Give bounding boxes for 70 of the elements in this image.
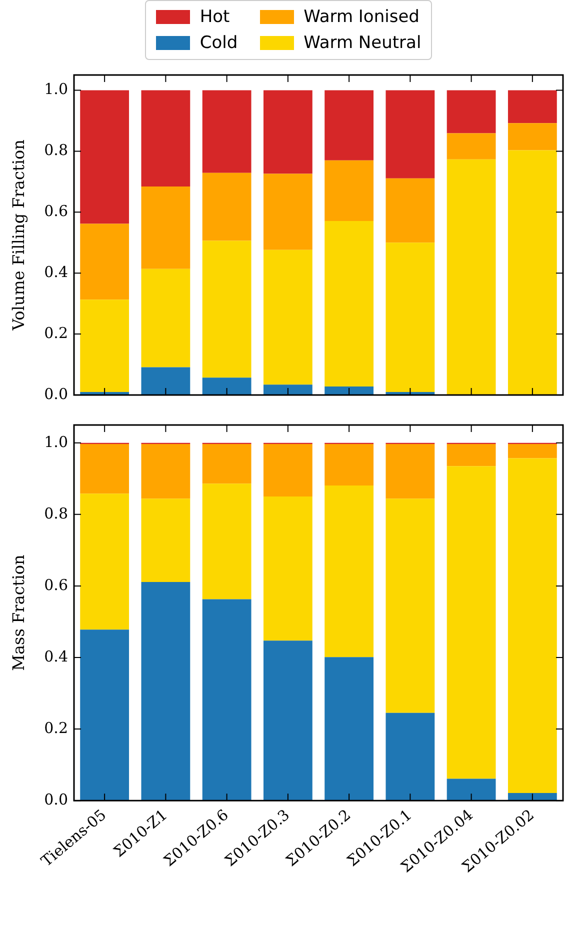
bar [263, 90, 312, 174]
bar [263, 384, 312, 395]
bar [141, 367, 190, 395]
y-tick-label: 0.8 [44, 504, 68, 522]
y-tick-label: 0.6 [44, 576, 68, 594]
bar [508, 150, 557, 395]
bar [508, 444, 557, 458]
y-tick-label: 0.2 [44, 718, 68, 737]
bar [324, 90, 374, 160]
y-tick-label: 0.4 [44, 262, 68, 281]
bar [141, 582, 190, 801]
y-tick-label: 1.0 [44, 432, 68, 451]
bar [80, 494, 130, 630]
bar [446, 444, 496, 466]
bar [202, 599, 252, 801]
bar [324, 444, 374, 486]
bar [80, 630, 130, 801]
bar [202, 90, 252, 173]
y-axis-title: Volume Filling Fraction [8, 140, 28, 332]
bar [324, 485, 374, 658]
bar [141, 498, 190, 582]
bar [386, 178, 435, 243]
legend-label: Hot [200, 7, 230, 27]
bar [263, 640, 312, 801]
bar [508, 793, 557, 801]
bar [446, 90, 496, 134]
bar [508, 90, 557, 124]
bar [386, 444, 435, 499]
bar [80, 300, 130, 392]
bar [324, 160, 374, 221]
bar [446, 466, 496, 779]
bar [202, 240, 252, 378]
bar [141, 268, 190, 368]
bar [202, 378, 252, 395]
bar [202, 484, 252, 600]
bar [446, 159, 496, 395]
y-tick-label: 0.8 [44, 141, 68, 160]
bar [446, 133, 496, 160]
bar [386, 242, 435, 392]
y-tick-label: 0.6 [44, 202, 68, 220]
bar [263, 250, 312, 385]
bar [508, 123, 557, 150]
bar [202, 444, 252, 484]
bar [324, 386, 374, 395]
y-tick-label: 0.0 [44, 384, 68, 403]
bar [263, 174, 312, 250]
legend-label: Warm Neutral [304, 33, 422, 53]
bar [324, 657, 374, 801]
bar [324, 220, 374, 386]
y-tick-label: 0.4 [44, 647, 68, 666]
bar [141, 186, 190, 269]
legend-label: Cold [200, 33, 238, 53]
bar [446, 778, 496, 801]
bar [386, 498, 435, 713]
bar [386, 712, 435, 801]
bar [508, 458, 557, 794]
y-axis-title: Mass Fraction [8, 554, 28, 671]
bar [263, 496, 312, 641]
bar [141, 444, 190, 499]
bar [80, 224, 130, 300]
y-tick-label: 0.2 [44, 324, 68, 342]
bar [263, 444, 312, 497]
bar [202, 172, 252, 241]
bar [80, 444, 130, 494]
y-tick-label: 0.0 [44, 790, 68, 808]
bar [80, 90, 130, 224]
y-tick-label: 1.0 [44, 80, 68, 98]
bar [386, 90, 435, 178]
legend-label: Warm Ionised [304, 7, 420, 27]
bar [141, 90, 190, 187]
